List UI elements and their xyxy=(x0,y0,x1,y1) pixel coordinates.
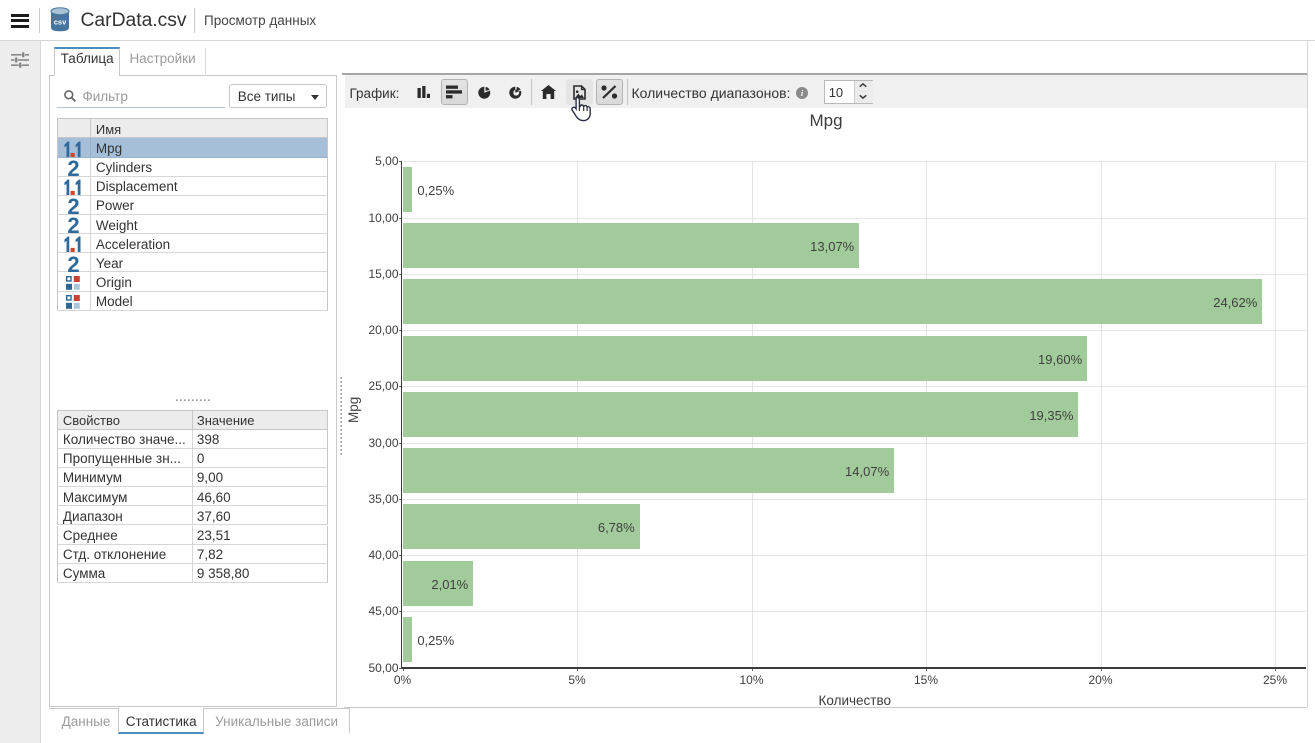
svg-text:i: i xyxy=(800,88,803,98)
svg-text:csv: csv xyxy=(54,18,67,27)
